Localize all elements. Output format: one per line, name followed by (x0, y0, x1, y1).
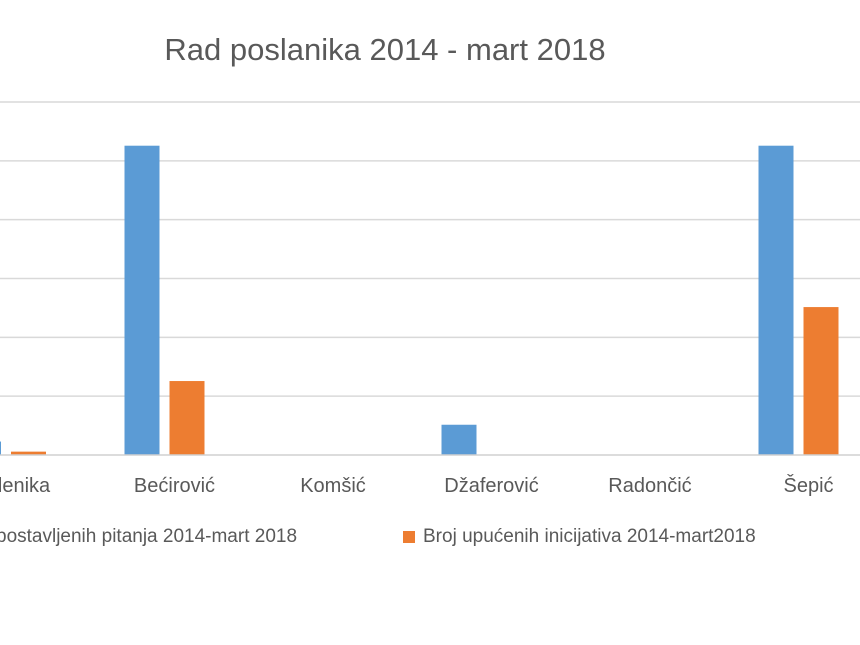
bar-series-1-5 (758, 145, 794, 455)
bar-series-2-5 (803, 307, 839, 455)
bar-series-1-1 (124, 145, 160, 455)
legend: postavljenih pitanja 2014-mart 2018 Broj… (0, 526, 756, 547)
x-tick-label: Komšić (300, 475, 366, 497)
bars (0, 145, 839, 455)
x-tick-label: Džaferović (444, 475, 538, 497)
x-tick-label: Radončić (608, 475, 691, 497)
bar-series-2-0 (11, 451, 46, 455)
legend-label-series-1: postavljenih pitanja 2014-mart 2018 (0, 526, 297, 547)
bar-series-2-1 (169, 381, 205, 455)
bar-series-1-0 (0, 441, 1, 455)
legend-label-series-2: Broj upućenih inicijativa 2014-mart2018 (423, 526, 756, 547)
legend-swatch-series-2 (403, 531, 415, 543)
x-tick-labels: lenika Bećirović Komšić Džaferović Radončić Š… (0, 474, 834, 497)
x-tick-label: Bećirović (134, 475, 215, 497)
chart-title: Rad poslanika 2014 - mart 2018 (164, 32, 605, 67)
x-tick-label: Šepić (783, 474, 833, 497)
bar-series-1-3 (441, 424, 477, 455)
x-tick-label: lenika (0, 475, 51, 497)
